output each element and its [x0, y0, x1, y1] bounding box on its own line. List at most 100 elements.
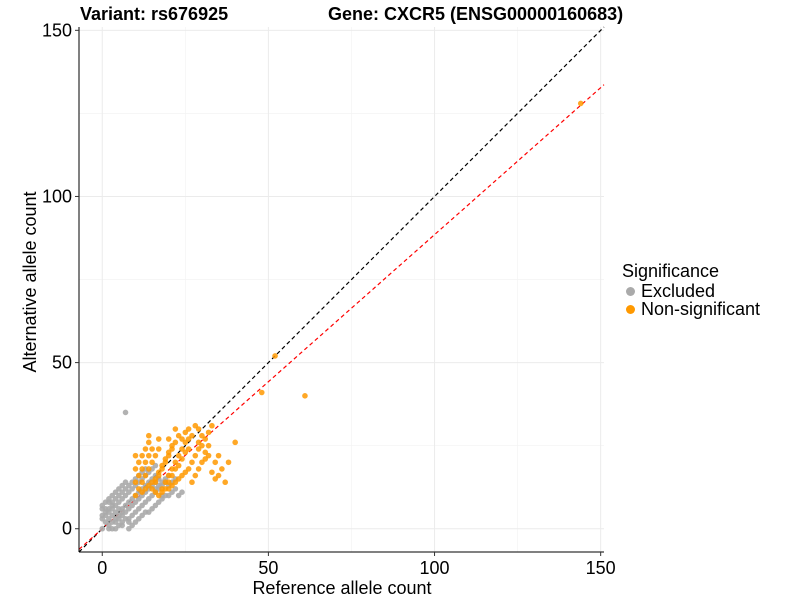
point-excluded [126, 525, 132, 532]
point-non-significant [162, 456, 169, 462]
point-excluded [119, 509, 125, 515]
legend: Significance Excluded Non-significant [622, 262, 760, 318]
point-excluded [99, 502, 106, 509]
point-non-significant [192, 472, 199, 479]
point-non-significant [202, 449, 209, 456]
y-axis-title: Alternative allele count [20, 191, 40, 372]
y-tick-label: 0 [62, 519, 72, 539]
point-non-significant [577, 100, 584, 107]
point-excluded [142, 509, 149, 515]
y-tick-label: 50 [52, 353, 72, 373]
point-non-significant [132, 452, 139, 459]
point-non-significant [302, 393, 308, 399]
point-non-significant [185, 446, 192, 452]
point-non-significant [212, 459, 219, 466]
point-non-significant [136, 459, 142, 466]
point-non-significant [175, 432, 182, 439]
point-non-significant [192, 452, 199, 459]
point-excluded [112, 525, 119, 532]
point-excluded [99, 512, 106, 519]
point-non-significant [132, 479, 139, 486]
point-non-significant [205, 429, 212, 436]
point-non-significant [136, 472, 142, 479]
point-non-significant [149, 459, 155, 466]
point-non-significant [209, 469, 215, 476]
point-non-significant [165, 436, 172, 442]
point-non-significant [215, 472, 222, 479]
point-excluded [122, 479, 129, 486]
point-non-significant [145, 452, 152, 459]
x-tick-label: 100 [420, 558, 450, 578]
point-non-significant [155, 469, 162, 476]
point-non-significant [172, 426, 179, 432]
point-excluded [112, 515, 119, 522]
point-non-significant [185, 466, 192, 472]
legend-swatch-excluded [626, 286, 635, 296]
point-non-significant [152, 452, 159, 459]
point-non-significant [189, 459, 195, 466]
point-non-significant [139, 466, 145, 472]
point-non-significant [189, 479, 195, 486]
point-non-significant [149, 446, 155, 452]
point-non-significant [155, 446, 162, 452]
point-non-significant [195, 426, 202, 432]
point-non-significant [145, 432, 152, 439]
point-excluded [99, 525, 106, 532]
reference-lines [78, 26, 605, 553]
legend-label-non-significant: Non-significant [641, 299, 761, 319]
point-non-significant [215, 452, 222, 459]
point-non-significant [159, 462, 165, 469]
point-non-significant [199, 432, 205, 439]
legend-swatch-non-significant [626, 304, 635, 314]
point-non-significant [145, 466, 152, 472]
point-non-significant [258, 389, 265, 396]
point-non-significant [165, 449, 172, 456]
chart-title-variant: Variant: rs676925 [80, 4, 229, 24]
point-excluded [122, 409, 129, 416]
point-non-significant [175, 462, 182, 469]
legend-entry-excluded: Excluded [622, 282, 760, 300]
grid-lines [79, 27, 604, 552]
x-tick-label: 0 [97, 558, 107, 578]
axes: 0 50 100 150 0 50 100 150 [42, 20, 616, 578]
y-tick-label: 100 [42, 186, 72, 206]
y-tick-label: 150 [42, 20, 72, 40]
point-non-significant [155, 436, 162, 442]
point-non-significant [205, 442, 212, 449]
point-non-significant [179, 456, 185, 462]
point-non-significant [145, 439, 152, 446]
point-non-significant [182, 429, 189, 436]
data-points [99, 100, 584, 532]
point-non-significant [169, 472, 175, 479]
point-non-significant [142, 472, 149, 479]
point-non-significant [142, 459, 149, 466]
point-excluded [132, 509, 139, 515]
point-non-significant [232, 439, 238, 446]
x-tick-label: 50 [258, 558, 278, 578]
point-non-significant [142, 446, 149, 452]
point-non-significant [169, 442, 175, 449]
point-non-significant [139, 452, 145, 459]
point-non-significant [132, 466, 139, 472]
legend-title: Significance [622, 261, 720, 281]
point-excluded [179, 489, 185, 495]
point-non-significant [209, 422, 215, 429]
point-excluded [106, 525, 112, 532]
x-axis-title: Reference allele count [252, 578, 431, 598]
point-non-significant [152, 476, 159, 482]
point-non-significant [185, 436, 192, 442]
legend-entry-non-significant: Non-significant [622, 300, 760, 318]
reference-line-identity [78, 26, 605, 553]
point-non-significant [195, 439, 202, 446]
point-non-significant [132, 492, 139, 499]
point-non-significant [225, 459, 232, 466]
legend-label-excluded: Excluded [641, 281, 716, 301]
point-non-significant [222, 479, 229, 486]
point-non-significant [139, 479, 145, 486]
reference-line-ratio-fit [78, 84, 605, 550]
point-non-significant [165, 479, 172, 486]
point-non-significant [162, 486, 169, 492]
point-non-significant [195, 466, 202, 472]
chart-title-gene: Gene: CXCR5 (ENSG00000160683) [328, 4, 624, 24]
